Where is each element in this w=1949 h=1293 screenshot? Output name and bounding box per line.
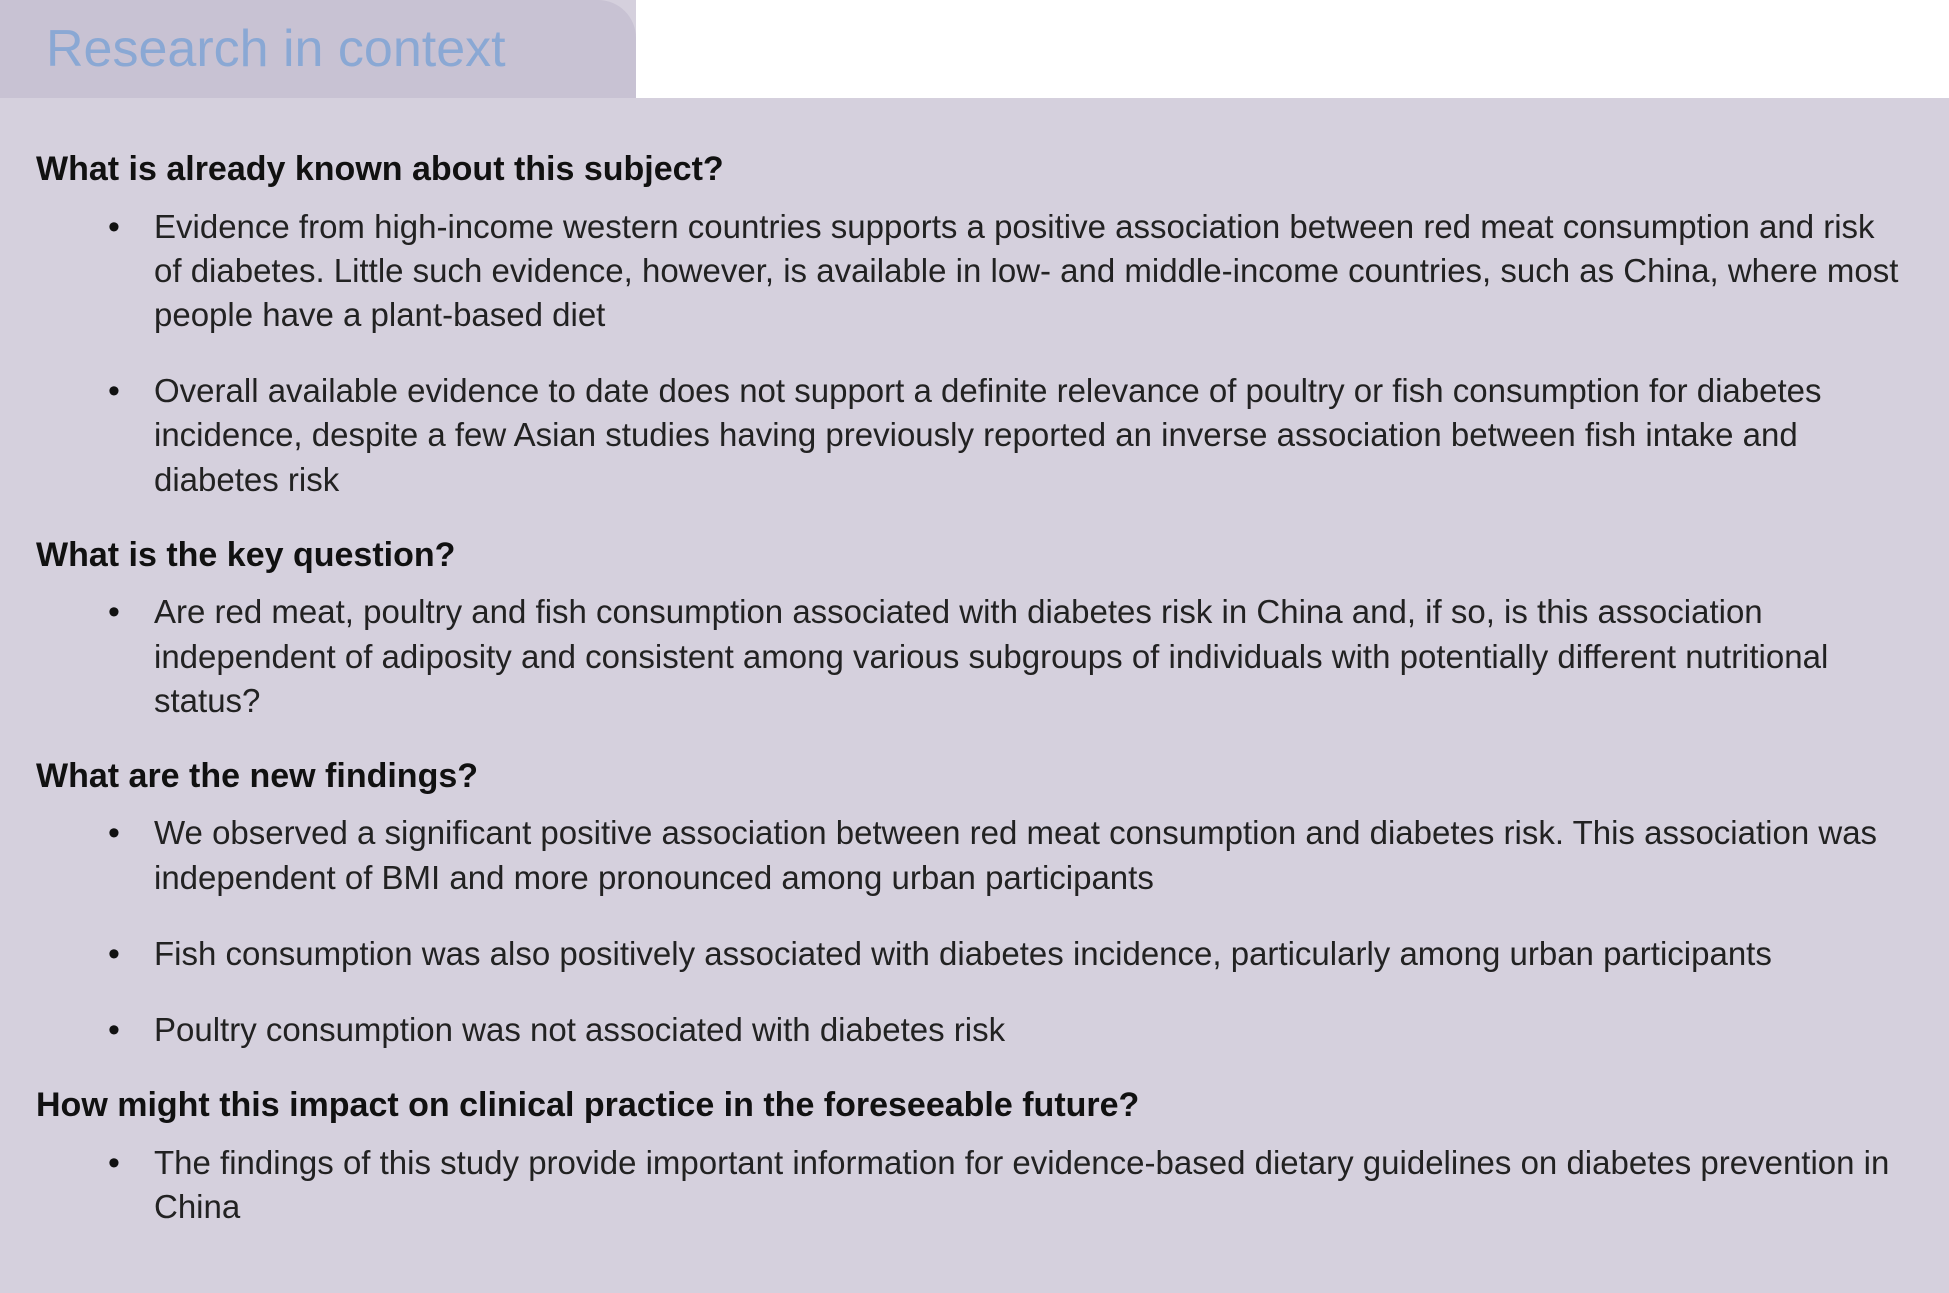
bullet-item: Evidence from high-income western countr… bbox=[36, 205, 1904, 338]
tab-notch-white bbox=[636, 0, 1949, 98]
section-heading: What are the new findings? bbox=[36, 755, 1904, 798]
section-heading: How might this impact on clinical practi… bbox=[36, 1084, 1904, 1127]
bullet-list: The findings of this study provide impor… bbox=[36, 1141, 1904, 1229]
context-panel: Research in context What is already know… bbox=[0, 0, 1949, 1293]
bullet-list: Evidence from high-income western countr… bbox=[36, 205, 1904, 502]
panel-content: What is already known about this subject… bbox=[36, 128, 1904, 1261]
bullet-item: We observed a significant positive assoc… bbox=[36, 811, 1904, 899]
bullet-item: Overall available evidence to date does … bbox=[36, 369, 1904, 502]
panel-tab: Research in context bbox=[0, 0, 636, 98]
bullet-item: The findings of this study provide impor… bbox=[36, 1141, 1904, 1229]
bullet-list: We observed a significant positive assoc… bbox=[36, 811, 1904, 1052]
bullet-list: Are red meat, poultry and fish consumpti… bbox=[36, 590, 1904, 723]
section-heading: What is the key question? bbox=[36, 534, 1904, 577]
bullet-item: Fish consumption was also positively ass… bbox=[36, 932, 1904, 976]
page: Research in context What is already know… bbox=[0, 0, 1949, 1293]
bullet-item: Are red meat, poultry and fish consumpti… bbox=[36, 590, 1904, 723]
bullet-item: Poultry consumption was not associated w… bbox=[36, 1008, 1904, 1052]
section-heading: What is already known about this subject… bbox=[36, 148, 1904, 191]
panel-tab-title: Research in context bbox=[46, 19, 506, 79]
